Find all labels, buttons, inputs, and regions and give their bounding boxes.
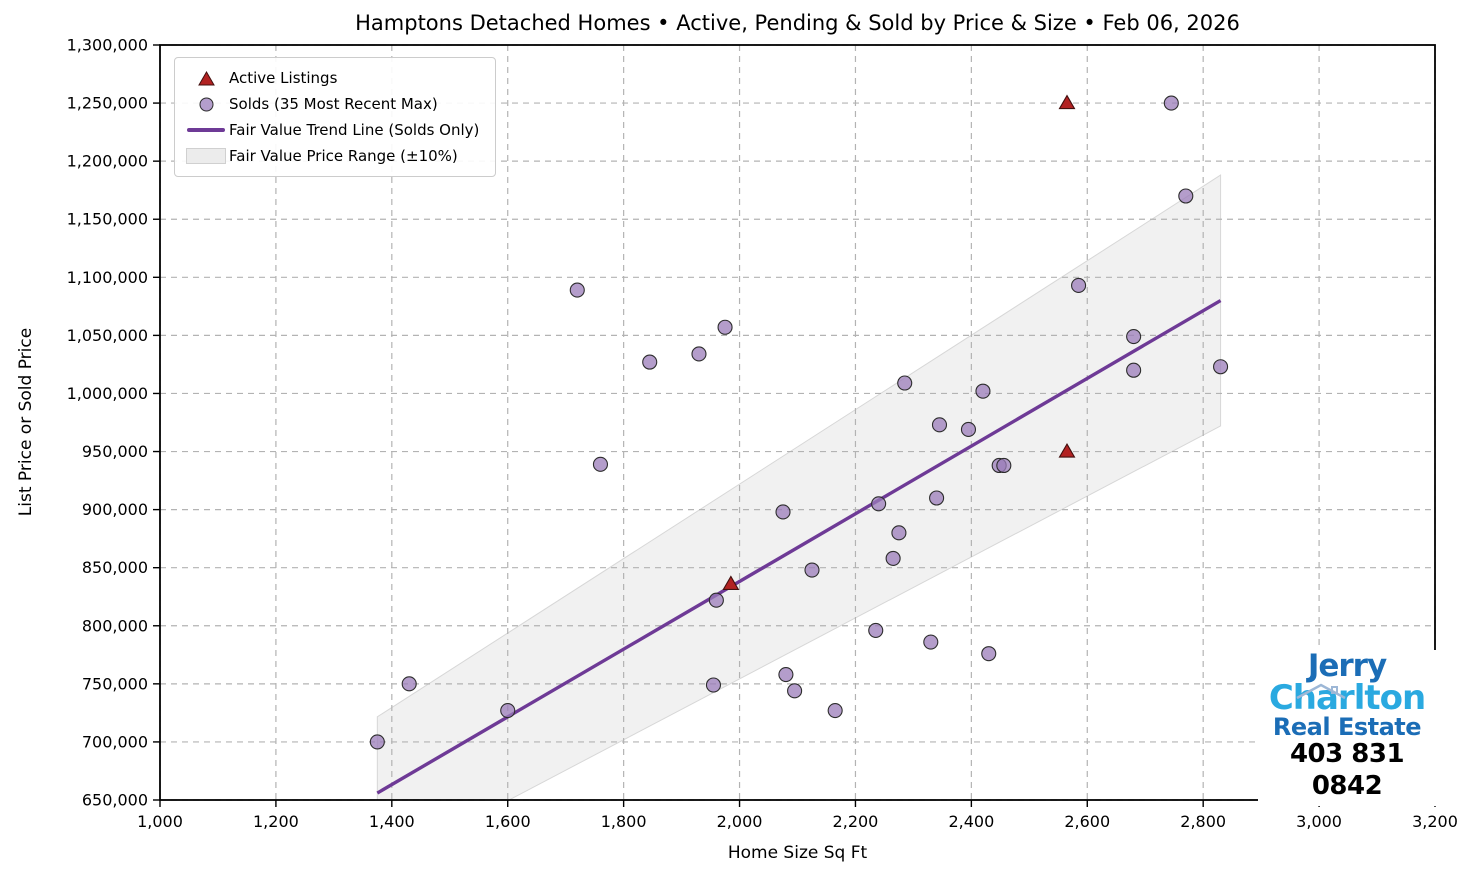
- y-tick-label: 850,000: [82, 558, 148, 577]
- active-listing-point: [1058, 94, 1076, 110]
- x-tick-label: 2,600: [1064, 812, 1110, 831]
- sold-point: [787, 683, 803, 699]
- sold-point: [1163, 95, 1179, 111]
- legend-label: Active Listings: [229, 69, 338, 87]
- x-tick-label: 2,800: [1180, 812, 1226, 831]
- sold-point: [929, 490, 945, 506]
- y-tick-label: 1,250,000: [67, 94, 148, 113]
- y-tick-label: 1,100,000: [67, 268, 148, 287]
- active-listing-point: [1058, 442, 1076, 458]
- legend-item-trend-line: Fair Value Trend Line (Solds Only): [183, 117, 479, 143]
- sold-point: [1213, 359, 1229, 375]
- legend-label: Solds (35 Most Recent Max): [229, 95, 438, 113]
- x-tick-label: 1,800: [601, 812, 647, 831]
- sold-point: [569, 282, 585, 298]
- sold-circle-icon: [183, 96, 229, 113]
- y-tick-label: 1,150,000: [67, 210, 148, 229]
- sold-point: [891, 525, 907, 541]
- y-tick-label: 650,000: [82, 791, 148, 810]
- sold-point: [975, 383, 991, 399]
- sold-point: [642, 354, 658, 370]
- sold-point: [775, 504, 791, 520]
- sold-point: [897, 375, 913, 391]
- y-tick-label: 950,000: [82, 442, 148, 461]
- y-tick-label: 900,000: [82, 500, 148, 519]
- x-tick-label: 3,000: [1296, 812, 1342, 831]
- x-tick-label: 3,200: [1412, 812, 1458, 831]
- sold-point: [369, 734, 385, 750]
- brand-name-charlton: Charlton: [1269, 681, 1426, 715]
- chart-title: Hamptons Detached Homes • Active, Pendin…: [355, 11, 1240, 35]
- x-tick-label: 1,200: [253, 812, 299, 831]
- y-tick-label: 1,300,000: [67, 36, 148, 55]
- sold-point: [1071, 277, 1087, 293]
- sold-point: [592, 456, 609, 472]
- active-listing-point: [722, 575, 740, 591]
- y-tick-label: 1,000,000: [67, 384, 148, 403]
- y-tick-label: 800,000: [82, 616, 148, 635]
- y-tick-label: 1,200,000: [67, 152, 148, 171]
- sold-point: [868, 622, 884, 638]
- sold-point: [960, 421, 977, 438]
- brand-logo: Jerry Charlton Real Estate 403 831 0842: [1258, 650, 1436, 806]
- x-tick-label: 1,400: [369, 812, 415, 831]
- sold-point: [931, 417, 948, 433]
- legend-label: Fair Value Price Range (±10%): [229, 147, 458, 165]
- active-listing-triangle-icon: [183, 70, 229, 86]
- plot-border: [159, 44, 1436, 801]
- sold-point: [708, 592, 724, 608]
- brand-real-estate: Real Estate: [1272, 713, 1422, 742]
- sold-point: [1178, 188, 1194, 204]
- legend-box: Active Listings Solds (35 Most Recent Ma…: [174, 57, 497, 177]
- legend-label: Fair Value Trend Line (Solds Only): [229, 121, 480, 139]
- sold-point: [923, 634, 939, 650]
- sold-point: [717, 319, 733, 335]
- sold-point: [871, 496, 887, 512]
- house-roof-icon: [1295, 672, 1347, 706]
- y-tick-label: 700,000: [82, 732, 148, 751]
- sold-point: [981, 646, 997, 662]
- legend-item-active-listings: Active Listings: [183, 65, 479, 91]
- y-axis-label: List Price or Sold Price: [16, 327, 36, 517]
- sold-point: [500, 703, 516, 719]
- sold-point: [996, 457, 1012, 474]
- sold-point: [1126, 328, 1142, 345]
- y-tick-label: 750,000: [82, 674, 148, 693]
- sold-point: [804, 562, 820, 578]
- fair-value-band: [376, 174, 1222, 800]
- x-tick-label: 1,000: [137, 812, 183, 831]
- trend-line-icon: [183, 128, 229, 132]
- sold-point: [778, 667, 794, 683]
- x-tick-label: 2,000: [717, 812, 763, 831]
- legend-item-price-range: Fair Value Price Range (±10%): [183, 143, 479, 169]
- x-tick-label: 2,400: [948, 812, 994, 831]
- brand-name-jerry: Jerry: [1307, 648, 1387, 684]
- sold-point: [827, 703, 843, 719]
- x-tick-label: 2,200: [833, 812, 879, 831]
- brand-phone-number: 403 831 0842: [1289, 739, 1405, 801]
- price-range-band-icon: [183, 148, 229, 164]
- sold-point: [401, 676, 417, 692]
- x-axis-label: Home Size Sq Ft: [727, 843, 868, 863]
- legend-item-solds: Solds (35 Most Recent Max): [183, 91, 479, 117]
- sold-point: [705, 677, 722, 693]
- y-tick-label: 1,050,000: [67, 326, 148, 345]
- x-tick-label: 1,600: [485, 812, 531, 831]
- trend-line: [376, 299, 1222, 795]
- sold-point: [691, 346, 707, 362]
- sold-point: [885, 550, 901, 566]
- sold-point: [1126, 362, 1142, 378]
